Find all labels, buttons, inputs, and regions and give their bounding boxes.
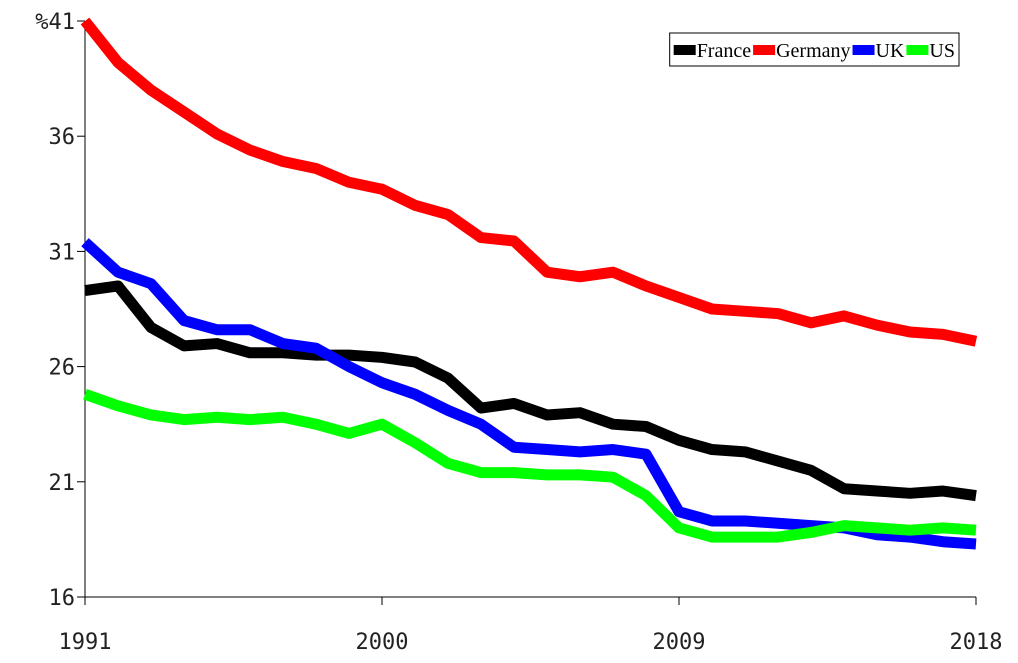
legend-label: Germany xyxy=(776,40,850,62)
legend-label: UK xyxy=(876,40,905,62)
series-line xyxy=(83,389,977,543)
y-tick-label: 21 xyxy=(49,471,76,496)
series-line xyxy=(81,238,977,550)
legend-swatch xyxy=(673,45,696,55)
legend: France Germany UK US xyxy=(669,32,960,67)
y-tick-label: 36 xyxy=(49,125,76,150)
y-tick-label: 16 xyxy=(49,586,76,611)
y-tick-label: %41 xyxy=(35,10,75,35)
legend-swatch xyxy=(852,45,875,55)
legend-swatch xyxy=(753,45,776,55)
series-line xyxy=(80,17,978,347)
y-tick-label: 26 xyxy=(49,356,76,381)
x-tick-label: 2018 xyxy=(950,630,1003,655)
legend-label: US xyxy=(929,40,955,62)
legend-swatch xyxy=(906,45,929,55)
x-tick-label: 2009 xyxy=(653,630,706,655)
legend-label: France xyxy=(697,40,752,62)
x-tick-label: 2000 xyxy=(356,630,409,655)
series-line xyxy=(84,280,977,502)
x-tick-label: 1991 xyxy=(59,630,112,655)
y-tick-label: 31 xyxy=(49,240,76,265)
